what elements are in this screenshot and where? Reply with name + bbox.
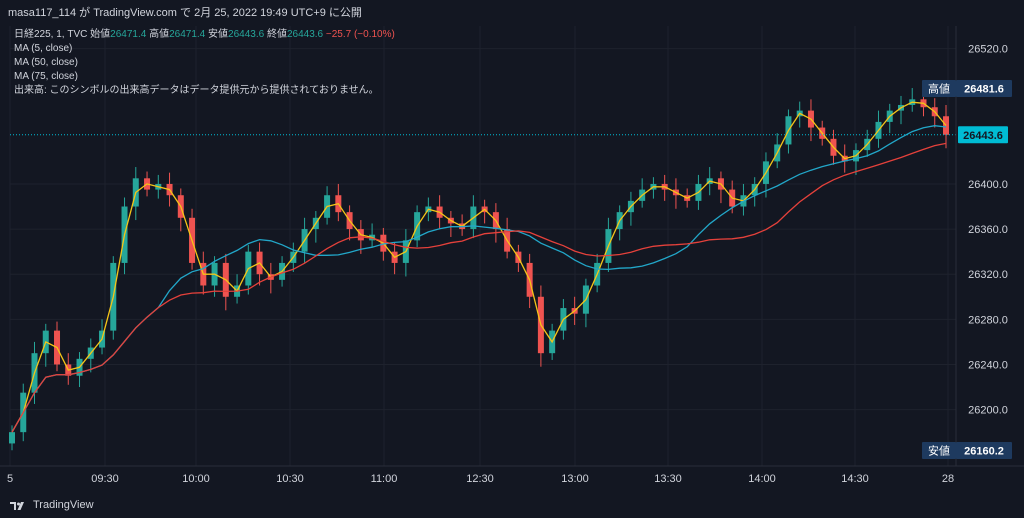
low-price-tag: 安値 26160.2	[922, 442, 1012, 459]
x-tick-label: 09:30	[91, 473, 119, 485]
open-label: 始値	[90, 29, 111, 40]
x-tick-label: 13:30	[654, 473, 682, 485]
legend-ma5[interactable]: MA (5, close)	[14, 43, 73, 54]
high-label: 高値	[149, 29, 170, 40]
x-tick-label: 14:30	[841, 473, 869, 485]
high-value: 26471.4	[169, 29, 206, 40]
y-tick-label: 26200.0	[968, 405, 1008, 417]
last-price-value: 26443.6	[963, 130, 1003, 142]
legend-ma50[interactable]: MA (50, close)	[14, 57, 78, 68]
low-tag-label: 安値	[928, 444, 950, 458]
tradingview-logo-icon	[10, 502, 24, 510]
low-value: 26443.6	[228, 29, 265, 40]
chart-legend: 日経225, 1, TVC 始値26471.4 高値26471.4 安値2644…	[14, 28, 395, 98]
grid	[9, 26, 956, 466]
x-tick-label: 11:00	[371, 473, 398, 485]
x-tick-label: 12:30	[466, 473, 494, 485]
y-tick-label: 26280.0	[968, 314, 1008, 326]
symbol-name[interactable]: 日経225, 1, TVC	[14, 29, 88, 40]
close-label: 終値	[266, 29, 287, 40]
ma75-line	[11, 142, 947, 433]
x-tick-label: 14:00	[748, 473, 776, 485]
x-tick-label: 10:00	[182, 473, 210, 485]
x-tick-label: 5	[7, 473, 13, 485]
moving-averages	[11, 101, 947, 433]
brand-name: TradingView	[33, 499, 94, 511]
publish-header: masa117_114 が TradingView.com で 2月 25, 2…	[0, 0, 1024, 26]
time-axis[interactable]: 5 09:30 10:00 10:30 11:00 12:30 13:00 13:30 14:0…	[7, 473, 954, 485]
y-tick-label: 26400.0	[968, 179, 1008, 191]
high-price-value: 26481.6	[964, 84, 1004, 96]
x-tick-label: 28	[942, 473, 954, 485]
y-tick-label: 26320.0	[968, 269, 1008, 281]
low-label: 安値	[208, 29, 229, 40]
low-price-value: 26160.2	[964, 446, 1004, 458]
x-tick-label: 13:00	[561, 473, 589, 485]
publish-info: masa117_114 が TradingView.com で 2月 25, 2…	[8, 7, 362, 19]
change-value: −25.7 (−0.10%)	[325, 29, 395, 40]
candle-body	[9, 432, 15, 444]
volume-note: 出来高: このシンボルの出来高データはデータ提供元から提供されておりません。	[14, 85, 379, 96]
candle-body	[943, 116, 949, 135]
y-tick-label: 26240.0	[968, 359, 1008, 371]
footer-bar: TradingView	[0, 492, 1024, 518]
ma50-line	[11, 125, 947, 433]
ma5-line	[11, 101, 947, 433]
price-axis[interactable]: 26200.0 26240.0 26280.0 26320.0 26360.0 26400…	[968, 44, 1008, 417]
y-tick-label: 26360.0	[968, 224, 1008, 236]
tradingview-logo[interactable]: TradingView	[10, 492, 94, 518]
open-value: 26471.4	[110, 29, 147, 40]
high-price-tag: 高値 26481.6	[922, 80, 1012, 97]
close-value: 26443.6	[286, 29, 324, 40]
y-tick-label: 26520.0	[968, 44, 1008, 56]
last-price-tag: 26443.6	[958, 126, 1008, 144]
high-tag-label: 高値	[928, 82, 950, 96]
legend-ohlc-row: 日経225, 1, TVC 始値26471.4 高値26471.4 安値2644…	[14, 28, 395, 42]
legend-ma75[interactable]: MA (75, close)	[14, 71, 78, 82]
x-tick-label: 10:30	[276, 473, 304, 485]
